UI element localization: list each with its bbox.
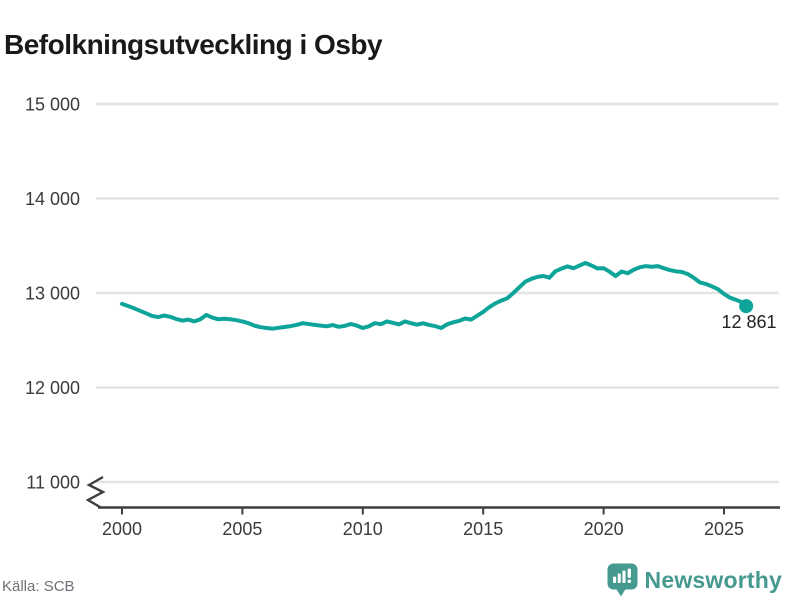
x-tick-label: 2010 [343, 519, 383, 539]
population-line [120, 260, 749, 331]
last-value-label: 12 861 [721, 312, 777, 332]
axis-break-icon [85, 475, 106, 509]
y-tick-label: 14 000 [25, 189, 80, 209]
x-tick-label: 2020 [584, 519, 624, 539]
page-title: Befolkningsutveckling i Osby [4, 28, 383, 60]
y-tick-label: 15 000 [25, 95, 80, 115]
source-note: Källa: SCB [2, 578, 75, 595]
newsworthy-wordmark: Newsworthy [644, 567, 782, 593]
last-point-marker [739, 299, 754, 314]
x-tick-label: 2005 [222, 519, 262, 539]
y-tick-label: 11 000 [26, 473, 80, 493]
x-tick-label: 2015 [463, 519, 503, 539]
newsworthy-bubble-icon [607, 563, 638, 597]
y-tick-label: 12 000 [25, 378, 80, 398]
x-tick-label: 2000 [102, 519, 142, 539]
newsworthy-logo: Newsworthy [607, 563, 782, 598]
y-tick-label: 13 000 [25, 284, 80, 304]
x-tick-label: 2025 [704, 519, 744, 539]
